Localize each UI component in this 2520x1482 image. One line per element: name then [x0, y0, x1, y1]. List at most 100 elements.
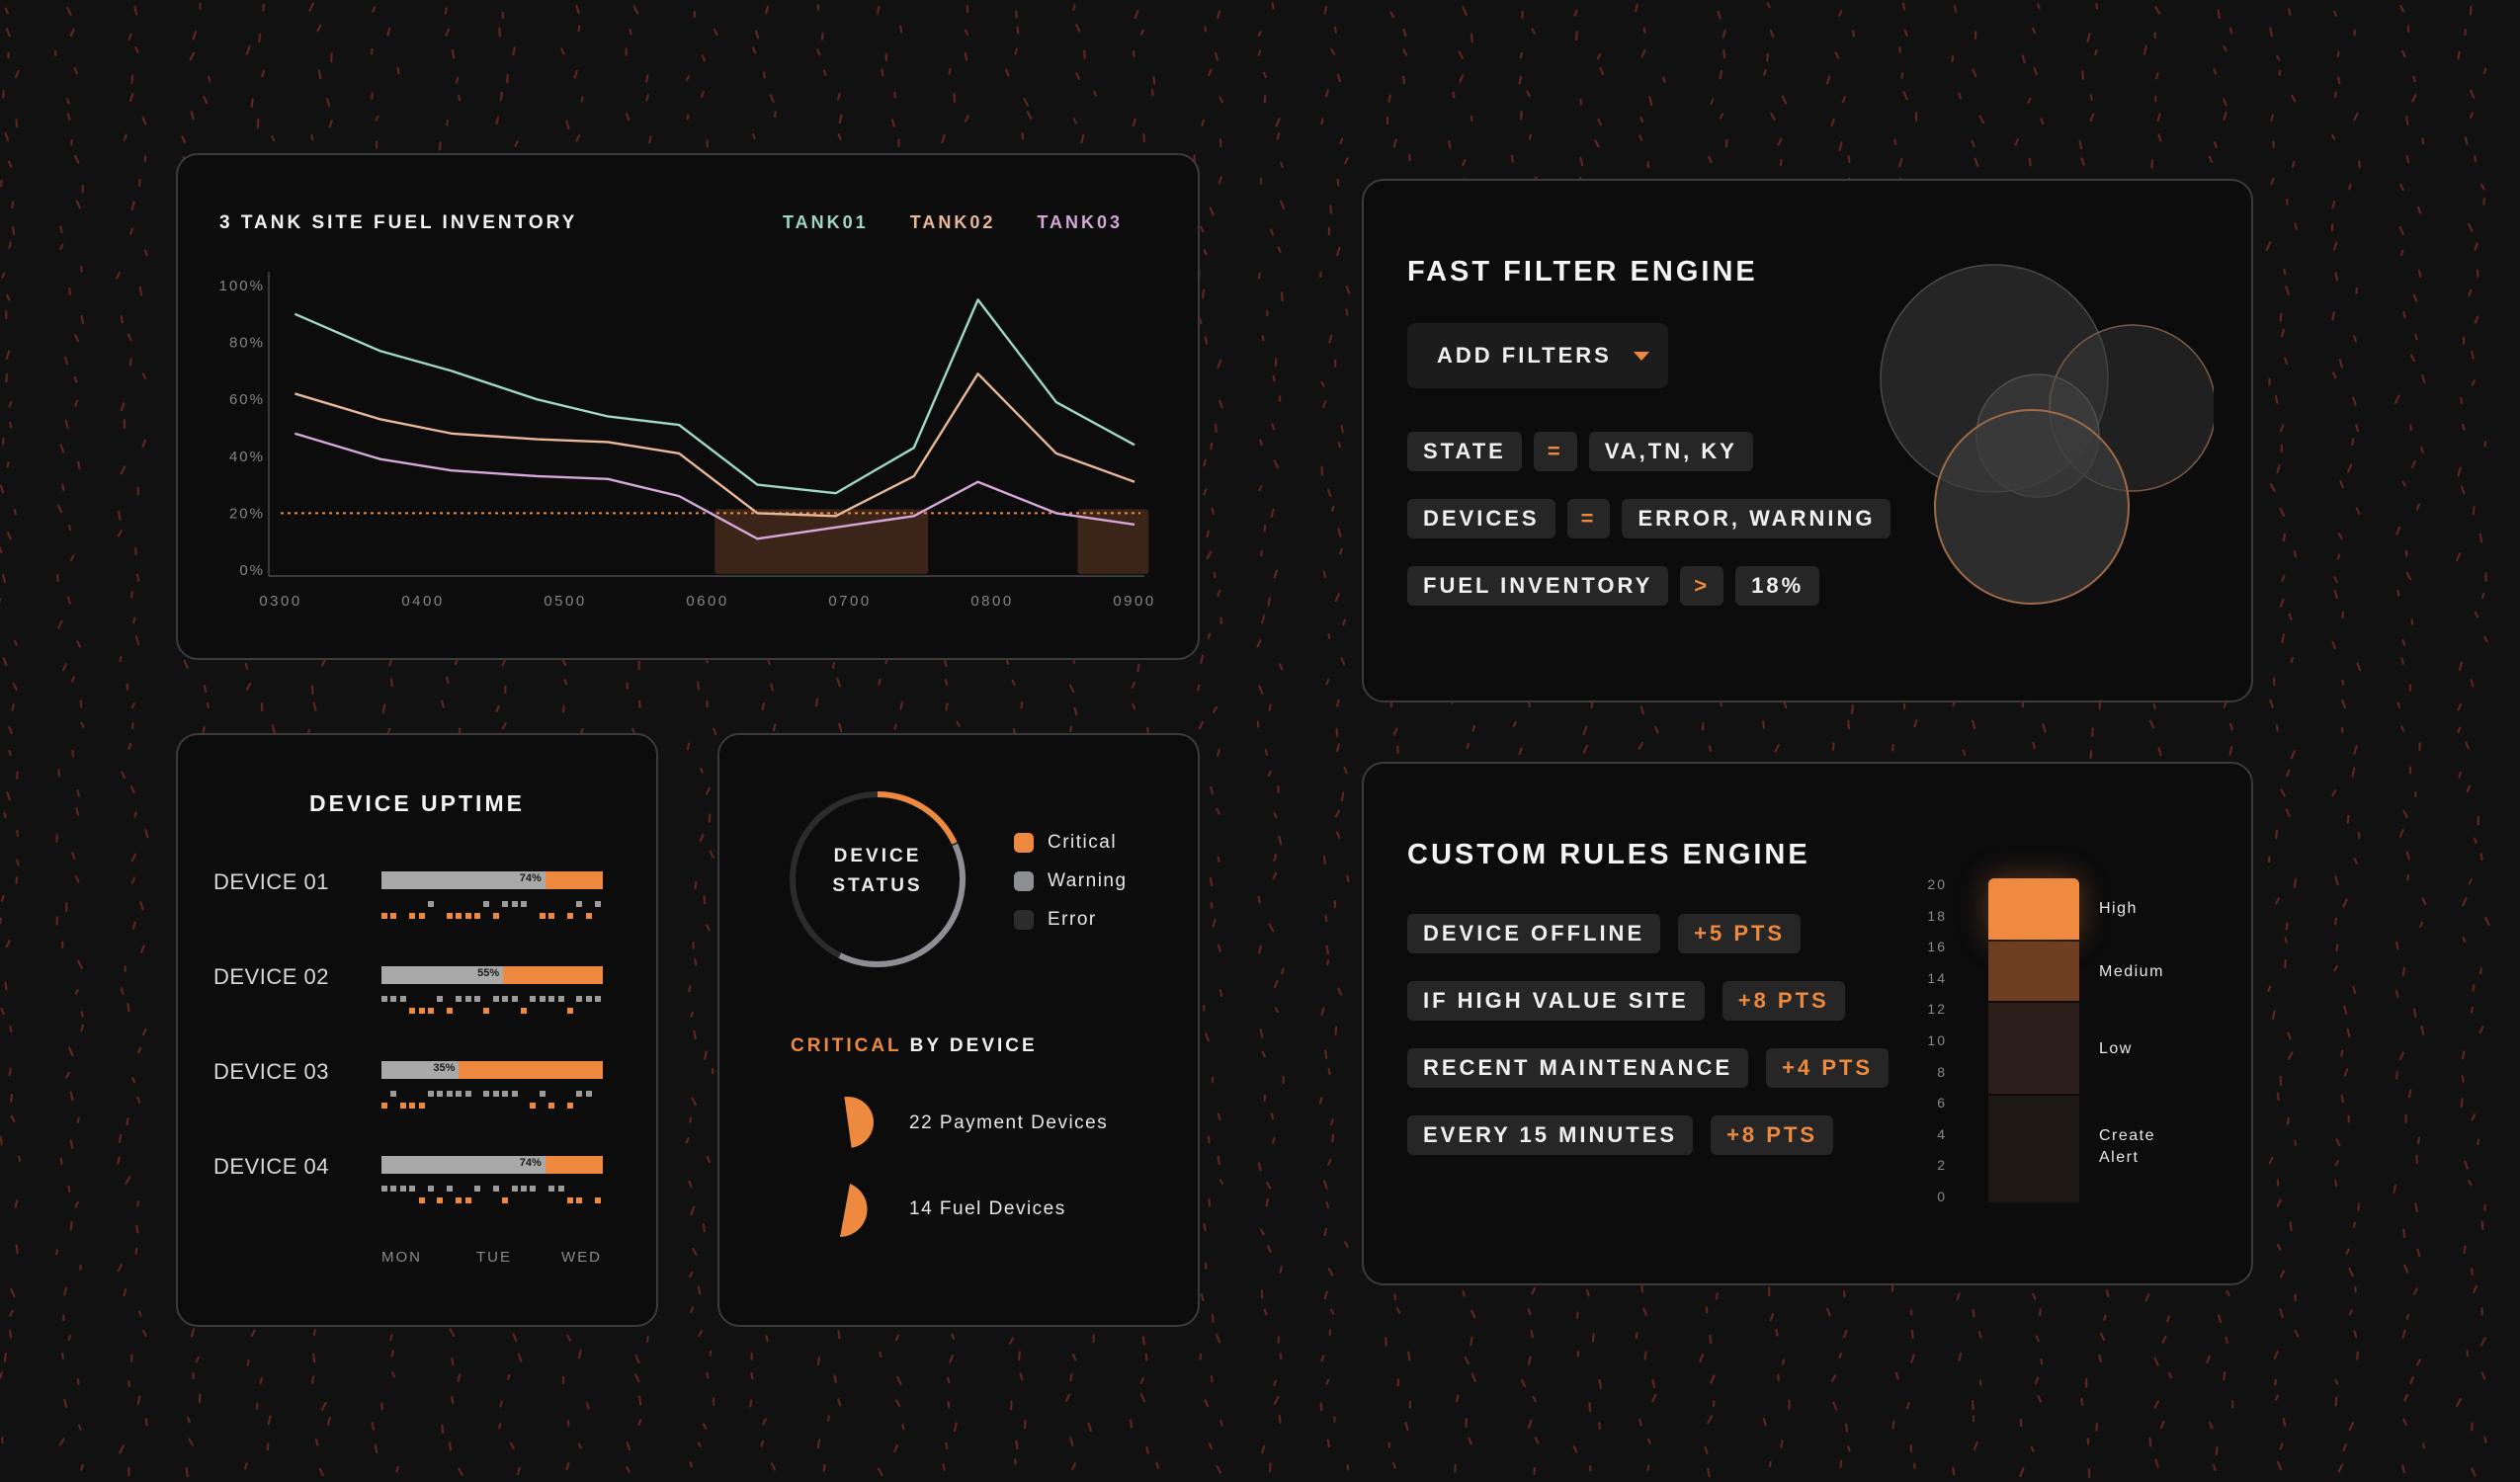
scale-tick: 2 — [1937, 1157, 1947, 1174]
legend-tank01[interactable]: TANK01 — [783, 212, 869, 232]
uptime-dot-ok — [511, 996, 518, 1002]
uptime-dot-ok — [483, 1091, 490, 1097]
rule-row[interactable]: RECENT MAINTENANCE +4 PTS — [1407, 1048, 1890, 1088]
uptime-dot-ok — [521, 1186, 527, 1192]
uptime-dot-down — [595, 1197, 602, 1203]
custom-rules-card: CUSTOM RULES ENGINE DEVICE OFFLINE +5 PT… — [1362, 762, 2253, 1285]
uptime-dot-down — [456, 913, 462, 919]
fuel-devices-label[interactable]: 14 Fuel Devices — [909, 1198, 1066, 1219]
rule-points: +8 PTS — [1711, 1115, 1834, 1155]
level-medium-segment[interactable] — [1988, 942, 2079, 1001]
venn-circle-bottom — [1934, 409, 2130, 605]
legend-tank03[interactable]: TANK03 — [1037, 212, 1124, 232]
ring-label-line1: DEVICE — [833, 846, 922, 866]
uptime-dot-ok — [492, 996, 499, 1002]
warning-swatch — [1014, 871, 1034, 891]
uptime-dot-ok — [557, 996, 564, 1002]
filter-value: VA,TN, KY — [1588, 432, 1753, 471]
uptime-dot-down — [399, 1103, 406, 1109]
payment-devices-label[interactable]: 22 Payment Devices — [909, 1112, 1109, 1133]
uptime-dot-ok — [548, 996, 555, 1002]
uptime-dot-ok — [492, 1186, 499, 1192]
fuel-line-chart: 100% 80% 60% 40% 20% 0% 0300 0400 0500 0600 0700 08… — [219, 272, 1155, 610]
rule-points: +5 PTS — [1678, 914, 1802, 953]
custom-rules-title: CUSTOM RULES ENGINE — [1407, 839, 1810, 870]
day-label: MON — [381, 1249, 422, 1266]
level-high-segment[interactable] — [1988, 878, 2079, 940]
filter-operator: = — [1533, 432, 1577, 471]
uptime-dot-ok — [409, 1186, 416, 1192]
uptime-dot-down — [492, 913, 499, 919]
rule-row[interactable]: IF HIGH VALUE SITE +8 PTS — [1407, 981, 1845, 1021]
uptime-dot-ok — [428, 1186, 434, 1192]
filter-row-devices[interactable]: DEVICES = ERROR, WARNING — [1407, 499, 1891, 538]
highlight-band — [714, 509, 929, 574]
uptime-dot-down — [456, 1197, 462, 1203]
level-low-segment[interactable] — [1988, 1003, 2079, 1094]
scale-tick: 6 — [1937, 1095, 1947, 1112]
y-tick-label: 0% — [239, 562, 265, 579]
device-uptime-title: DEVICE UPTIME — [309, 790, 525, 816]
uptime-dot-down — [418, 1008, 425, 1014]
scale-tick: 18 — [1927, 907, 1947, 924]
device-status-card: DEVICE STATUS Critical Warning Error CRI… — [717, 733, 1200, 1327]
legend-error[interactable]: Error — [1014, 909, 1097, 931]
uptime-dot-ok — [585, 996, 592, 1002]
rule-row[interactable]: EVERY 15 MINUTES +8 PTS — [1407, 1115, 1834, 1155]
ring-critical-arc — [877, 791, 958, 845]
uptime-dot-ok — [456, 1091, 462, 1097]
legend-tank02[interactable]: TANK02 — [909, 212, 996, 232]
uptime-dot-down — [464, 913, 471, 919]
device-label: DEVICE 02 — [213, 964, 329, 989]
chevron-down-icon — [1633, 351, 1649, 361]
uptime-fill: 35% — [381, 1061, 460, 1079]
x-tick-label: 0400 — [401, 593, 444, 610]
rule-label: EVERY 15 MINUTES — [1407, 1115, 1694, 1155]
filter-value: 18% — [1735, 566, 1820, 606]
uptime-fill: 55% — [381, 966, 504, 984]
filter-operator: > — [1680, 566, 1724, 606]
legend-critical[interactable]: Critical — [1014, 832, 1117, 854]
device-status-ring[interactable] — [787, 788, 968, 970]
uptime-dot-down — [464, 1197, 471, 1203]
uptime-dot-ok — [502, 901, 509, 907]
series-line-tank03 — [294, 432, 1135, 540]
x-tick-label: 0900 — [1113, 593, 1155, 610]
highlight-band — [1077, 509, 1149, 574]
scale-tick: 16 — [1927, 939, 1947, 955]
filter-row-fuel[interactable]: FUEL INVENTORY > 18% — [1407, 566, 1820, 606]
x-tick-label: 0600 — [686, 593, 728, 610]
uptime-dots — [381, 901, 603, 921]
uptime-dot-ok — [390, 996, 397, 1002]
add-filters-button[interactable]: ADD FILTERS — [1407, 323, 1668, 388]
x-tick-label: 0700 — [828, 593, 871, 610]
uptime-dot-down — [409, 913, 416, 919]
uptime-dot-down — [576, 1197, 583, 1203]
uptime-fill: 74% — [381, 1156, 546, 1174]
filter-row-state[interactable]: STATE = VA,TN, KY — [1407, 432, 1753, 471]
series-line-tank01 — [294, 298, 1135, 495]
uptime-dot-ok — [428, 901, 434, 907]
uptime-dot-down — [418, 1197, 425, 1203]
fuel-pie-icon — [840, 1184, 868, 1237]
uptime-dot-down — [418, 1103, 425, 1109]
uptime-dot-ok — [381, 1186, 387, 1192]
uptime-bar[interactable]: 35% — [381, 1061, 603, 1079]
uptime-dot-ok — [511, 1091, 518, 1097]
level-alert-segment[interactable] — [1988, 1096, 2079, 1202]
uptime-bar[interactable]: 74% — [381, 871, 603, 889]
y-tick-label: 20% — [229, 505, 265, 522]
filter-field: FUEL INVENTORY — [1407, 566, 1669, 606]
uptime-dot-down — [548, 913, 555, 919]
uptime-dot-ok — [521, 901, 527, 907]
uptime-bar[interactable]: 55% — [381, 966, 603, 984]
rule-row[interactable]: DEVICE OFFLINE +5 PTS — [1407, 914, 1802, 953]
uptime-bar[interactable]: 74% — [381, 1156, 603, 1174]
legend-warning[interactable]: Warning — [1014, 870, 1128, 892]
series-line-tank02 — [294, 372, 1135, 518]
uptime-dot-down — [521, 1008, 527, 1014]
rule-points: +4 PTS — [1766, 1048, 1890, 1088]
uptime-dot-down — [437, 1197, 444, 1203]
fuel-legend: TANK01 TANK02 TANK03 — [783, 212, 1123, 233]
uptime-dot-ok — [428, 1091, 434, 1097]
